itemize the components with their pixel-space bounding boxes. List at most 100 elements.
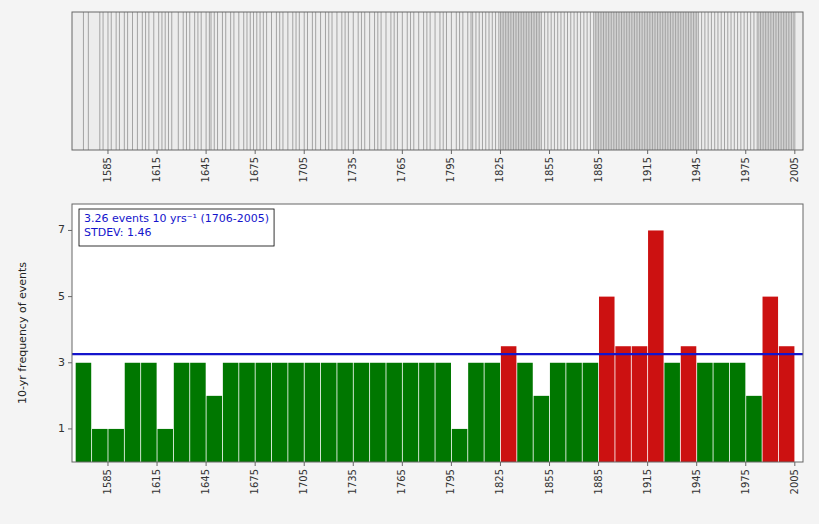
x-tick-label: 1765 — [396, 157, 407, 182]
bar — [632, 346, 648, 462]
x-tick-label: 1735 — [347, 469, 358, 494]
annotation-text: 3.26 events 10 yrs⁻¹ (1706-2005) — [84, 212, 269, 225]
event-line — [137, 12, 138, 150]
event-line — [587, 12, 588, 150]
event-line — [194, 12, 195, 150]
event-line — [708, 12, 709, 150]
event-line — [654, 12, 655, 150]
event-line — [668, 12, 669, 150]
bar — [108, 429, 124, 462]
bar — [76, 363, 92, 462]
bar — [746, 396, 762, 462]
event-line — [788, 12, 789, 150]
event-line — [608, 12, 609, 150]
event-line — [418, 12, 419, 150]
bar — [435, 363, 451, 462]
event-line — [426, 12, 427, 150]
event-line — [214, 12, 215, 150]
event-line — [256, 12, 257, 150]
event-line — [443, 12, 444, 150]
event-line — [536, 12, 537, 150]
bar — [141, 363, 157, 462]
bar — [452, 429, 468, 462]
event-line — [456, 12, 457, 150]
event-line — [485, 12, 486, 150]
event-line — [238, 12, 239, 150]
x-tick — [745, 462, 746, 466]
event-line — [315, 12, 316, 150]
event-line — [505, 12, 506, 150]
bars — [72, 230, 803, 462]
event-line — [660, 12, 661, 150]
event-line — [711, 12, 712, 150]
event-line — [541, 12, 542, 150]
x-tick — [304, 462, 305, 466]
bar — [566, 363, 582, 462]
event-line — [521, 12, 522, 150]
bar — [468, 363, 484, 462]
bar — [713, 363, 729, 462]
x-tick-label: 1735 — [347, 157, 358, 182]
x-tick-label: 1825 — [494, 469, 505, 494]
x-tick — [107, 150, 108, 154]
event-line — [750, 12, 751, 150]
event-line — [574, 12, 575, 150]
event-line — [760, 12, 761, 150]
event-line — [402, 12, 403, 150]
bar — [664, 363, 680, 462]
event-line — [631, 12, 632, 150]
event-line — [513, 12, 514, 150]
event-line — [364, 12, 365, 150]
event-line — [394, 12, 395, 150]
event-line — [771, 12, 772, 150]
event-line — [279, 12, 280, 150]
event-line — [598, 12, 599, 150]
event-line — [430, 12, 431, 150]
event-line — [773, 12, 774, 150]
event-line — [758, 12, 759, 150]
event-line — [652, 12, 653, 150]
bar — [599, 297, 615, 462]
event-line — [621, 12, 622, 150]
event-line — [564, 12, 565, 150]
event-line — [276, 12, 277, 150]
event-line — [520, 12, 521, 150]
event-line — [696, 12, 697, 150]
x-tick — [451, 462, 452, 466]
plot-frame — [72, 204, 803, 462]
bar — [337, 363, 353, 462]
bar — [288, 363, 304, 462]
event-line — [153, 12, 154, 150]
event-line — [583, 12, 584, 150]
event-line — [649, 12, 650, 150]
bar — [697, 363, 713, 462]
event-line — [639, 12, 640, 150]
bar — [92, 429, 108, 462]
event-line — [691, 12, 692, 150]
event-line — [183, 12, 184, 150]
event-line — [593, 12, 594, 150]
event-line — [757, 12, 758, 150]
event-line — [209, 12, 210, 150]
event-line — [642, 12, 643, 150]
event-line — [523, 12, 524, 150]
event-line — [701, 12, 702, 150]
event-line — [770, 12, 771, 150]
bar — [305, 363, 321, 462]
event-line — [161, 12, 162, 150]
event-line — [623, 12, 624, 150]
event-line — [793, 12, 794, 150]
event-line — [557, 12, 558, 150]
annotation: 3.26 events 10 yrs⁻¹ (1706-2005)STDEV: 1… — [79, 209, 274, 246]
event-line — [348, 12, 349, 150]
bar — [763, 297, 779, 462]
event-line — [439, 12, 440, 150]
event-line — [683, 12, 684, 150]
x-tick-label: 1945 — [691, 469, 702, 494]
event-line — [704, 12, 705, 150]
event-line — [577, 12, 578, 150]
event-line — [628, 12, 629, 150]
annotation-box — [79, 209, 274, 246]
bar — [370, 363, 386, 462]
event-line — [211, 12, 212, 150]
